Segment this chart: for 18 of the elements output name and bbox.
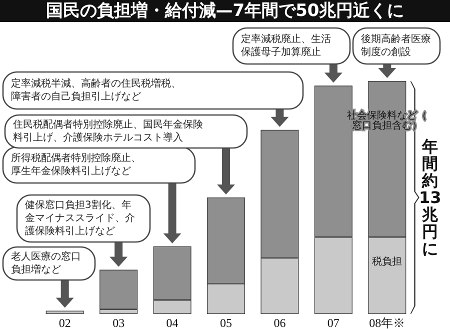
annotation: 老人医療の窓口負担増など (11, 250, 81, 276)
annotation: 健保窓口負担3割化、年金マイナススライド、介護保険料引上げなど (25, 199, 135, 237)
x-tick-label: 02 (58, 316, 71, 329)
x-tick-label: 06 (274, 316, 286, 329)
series-label: 税負担 (372, 256, 402, 268)
chart-title: 国民の負担増・給付減—7年間で50兆円近くに (46, 0, 404, 21)
x-tick-label: 07 (327, 316, 340, 329)
text: 定率減税廃止、生活保護母子加算廃止 (241, 33, 331, 58)
annotation: 所得税配偶者特別控除廃止、厚生年金保険料引上げなど (11, 152, 141, 177)
x-tick-label: 08年※ (369, 316, 406, 329)
annotation: 定率減税半減、高齢者の住民税増税、障害者の自己負担引上げなど (11, 78, 181, 102)
x-tick-label: 05 (220, 316, 232, 329)
bar (46, 310, 84, 314)
x-tick-label: 03 (112, 316, 125, 329)
annotation: 住民税配偶者特別控除廃止、国民年金保険料引上げ、介護保険ホテルコスト導入 (13, 118, 203, 144)
text: 後期高齢者医療制度の創設 (361, 33, 431, 58)
x-tick-label: 04 (166, 316, 178, 329)
text: 年間約13兆円に (419, 137, 442, 258)
